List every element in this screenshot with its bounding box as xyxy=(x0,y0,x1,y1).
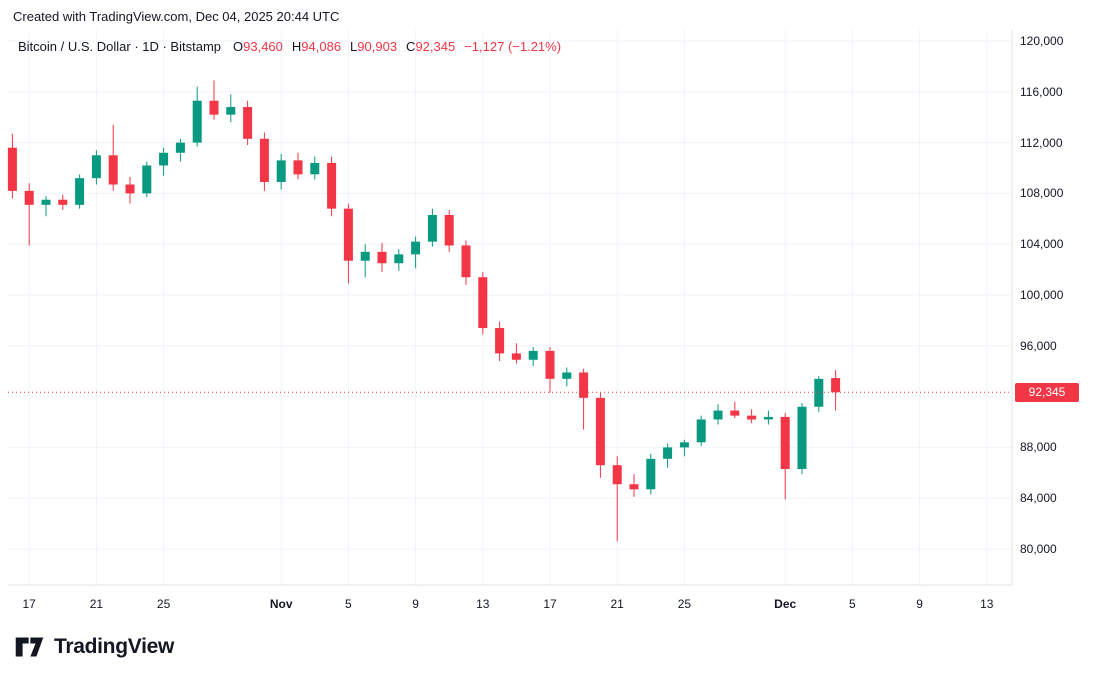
tradingview-mark-icon xyxy=(15,637,44,657)
time-axis[interactable]: 17 21 25 Nov 5 9 13 17 21 25 Dec 5 9 13 xyxy=(0,597,1012,615)
y-axis-label: 80,000 xyxy=(1020,542,1057,556)
ohlc-low: L90,903 xyxy=(350,39,397,54)
y-axis-label: 96,000 xyxy=(1020,338,1057,353)
y-axis-label: 100,000 xyxy=(1020,288,1064,302)
ohlc-low-label: L xyxy=(350,39,358,54)
current-price-badge: 92,345 xyxy=(1015,382,1079,402)
y-axis-label: 120,000 xyxy=(1020,34,1064,48)
ohlc-close-value: 92,345 xyxy=(415,39,456,54)
x-axis-label: 5 xyxy=(849,597,856,611)
x-axis-label: 13 xyxy=(476,597,490,611)
x-axis-label: 21 xyxy=(610,597,624,611)
y-axis-label: 112,000 xyxy=(1020,135,1063,150)
y-axis-label: 116,000 xyxy=(1020,84,1063,99)
x-axis-label: 25 xyxy=(156,597,171,611)
y-axis-label: 84,000 xyxy=(1020,491,1057,506)
ohlc-open-label: O xyxy=(233,39,244,54)
x-axis-label: 9 xyxy=(412,597,419,611)
ohlc-open-value: 93,460 xyxy=(243,39,283,54)
y-axis-label: 104,000 xyxy=(1020,237,1064,252)
x-axis-label: Dec xyxy=(774,597,797,611)
ohlc-low-value: 90,903 xyxy=(357,39,398,54)
x-axis-label: 17 xyxy=(543,597,557,611)
brand-text: TradingView xyxy=(54,635,175,658)
ohlc-high-label: H xyxy=(291,39,302,54)
x-axis-label: 13 xyxy=(980,597,994,611)
symbol-title: Bitcoin / U.S. Dollar · 1D · Bitstamp xyxy=(18,39,221,54)
ohlc-open: O93,460 xyxy=(233,39,283,54)
attribution-text: Created with TradingView.com, Dec 04, 20… xyxy=(13,9,340,24)
ohlc-close-label: C xyxy=(406,39,416,54)
price-change: −1,127 (−1.21%) xyxy=(464,39,562,54)
x-axis-label: 5 xyxy=(345,597,352,611)
ohlc-high: H94,086 xyxy=(292,39,341,54)
x-axis-label: 25 xyxy=(677,597,692,611)
tradingview-logo[interactable]: TradingView xyxy=(14,634,174,660)
chart-legend: Bitcoin / U.S. Dollar · 1D · Bitstamp O9… xyxy=(18,39,561,54)
y-axis-label: 88,000 xyxy=(1020,440,1057,455)
x-axis-label: 21 xyxy=(89,597,104,611)
ohlc-close: C92,345 xyxy=(406,39,455,54)
x-axis-label: 9 xyxy=(916,597,923,611)
ohlc-high-value: 94,086 xyxy=(301,39,342,54)
y-axis-label: 108,000 xyxy=(1020,186,1064,201)
x-axis-label: 17 xyxy=(22,597,36,611)
x-axis-label: Nov xyxy=(269,597,293,611)
